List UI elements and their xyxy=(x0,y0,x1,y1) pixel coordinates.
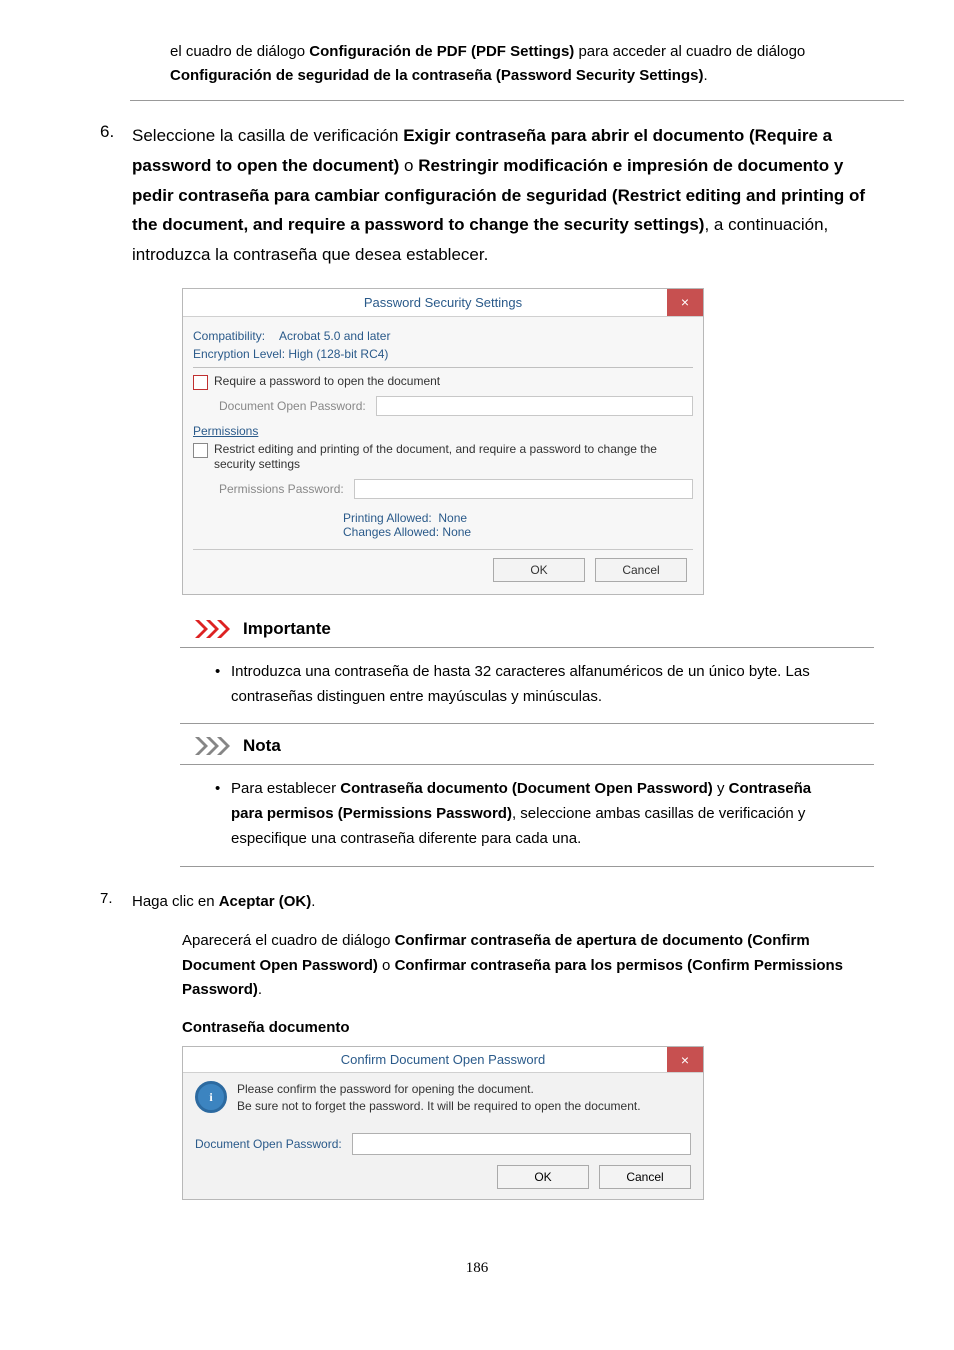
dlg2-label: Document Open Password: xyxy=(195,1137,342,1151)
close-icon[interactable]: × xyxy=(667,1047,703,1072)
perm-pw-input[interactable] xyxy=(354,479,693,499)
require-password-checkbox[interactable] xyxy=(193,375,208,390)
step6-t1: o xyxy=(399,156,418,175)
step7-p1c: o xyxy=(378,957,395,974)
importante-text: Introduzca una contraseña de hasta 32 ca… xyxy=(231,660,844,710)
divider xyxy=(130,100,904,101)
step6-number: 6. xyxy=(100,121,132,142)
compat-value: Acrobat 5.0 and later xyxy=(279,329,390,343)
confirm-pw-input[interactable] xyxy=(352,1133,691,1155)
compat-key: Compatibility: xyxy=(193,329,265,343)
dlg1-title: Password Security Settings xyxy=(364,295,522,310)
step7-p1d: . xyxy=(258,981,262,998)
chk1-label: Require a password to open the document xyxy=(214,374,440,388)
intro-mid: para acceder al cuadro de diálogo xyxy=(574,43,805,60)
printing-allowed-v: None xyxy=(438,511,467,525)
importante-label: Importante xyxy=(243,619,331,639)
bullet-icon: • xyxy=(215,777,231,851)
printing-allowed-k: Printing Allowed: xyxy=(343,511,432,525)
chk2-label: Restrict editing and printing of the doc… xyxy=(214,442,693,473)
intro-suffix: . xyxy=(703,67,707,84)
step7-p1a: Aparecerá el cuadro de diálogo xyxy=(182,932,395,949)
dlg2-line2: Be sure not to forget the password. It w… xyxy=(237,1098,641,1115)
nota-t0: Para establecer xyxy=(231,780,340,797)
encryption-level: Encryption Level: High (128-bit RC4) xyxy=(193,347,693,361)
password-security-dialog: Password Security Settings × Compatibili… xyxy=(182,288,704,595)
divider xyxy=(180,866,874,867)
close-icon[interactable]: × xyxy=(667,289,703,316)
changes-allowed-k: Changes Allowed: xyxy=(343,525,439,539)
step7-b1: Aceptar (OK) xyxy=(219,893,312,910)
step7-t1: . xyxy=(311,893,315,910)
info-icon: i xyxy=(195,1081,227,1113)
nota-t1: y xyxy=(713,780,729,797)
dlg2-line1: Please confirm the password for opening … xyxy=(237,1081,641,1098)
divider xyxy=(180,723,874,724)
permissions-heading: Permissions xyxy=(193,424,693,438)
step6-t0: Seleccione la casilla de verificación xyxy=(132,126,403,145)
restrict-checkbox[interactable] xyxy=(193,443,208,458)
doc-open-pw-input[interactable] xyxy=(376,396,693,416)
cancel-button[interactable]: Cancel xyxy=(599,1165,691,1189)
cancel-button[interactable]: Cancel xyxy=(595,558,687,582)
confirm-password-dialog: Confirm Document Open Password × i Pleas… xyxy=(182,1046,704,1200)
intro-bold2: Configuración de seguridad de la contras… xyxy=(170,67,703,84)
intro-text: el cuadro de diálogo xyxy=(170,43,309,60)
divider xyxy=(180,764,874,765)
ok-button[interactable]: OK xyxy=(493,558,585,582)
page-number: 186 xyxy=(50,1260,904,1277)
nota-b1: Contraseña documento (Document Open Pass… xyxy=(340,780,713,797)
nota-label: Nota xyxy=(243,736,281,756)
bullet-icon: • xyxy=(215,660,231,710)
divider xyxy=(180,647,874,648)
step7-number: 7. xyxy=(100,889,132,907)
changes-allowed-v: None xyxy=(442,525,471,539)
nota-icon xyxy=(195,737,235,755)
intro-bold1: Configuración de PDF (PDF Settings) xyxy=(309,43,574,60)
step7-heading: Contraseña documento xyxy=(182,1019,874,1036)
step7-t0: Haga clic en xyxy=(132,893,219,910)
perm-pw-label: Permissions Password: xyxy=(219,482,344,496)
dlg2-title: Confirm Document Open Password xyxy=(341,1052,545,1067)
ok-button[interactable]: OK xyxy=(497,1165,589,1189)
doc-open-pw-label: Document Open Password: xyxy=(219,399,366,413)
importante-icon xyxy=(195,620,235,638)
